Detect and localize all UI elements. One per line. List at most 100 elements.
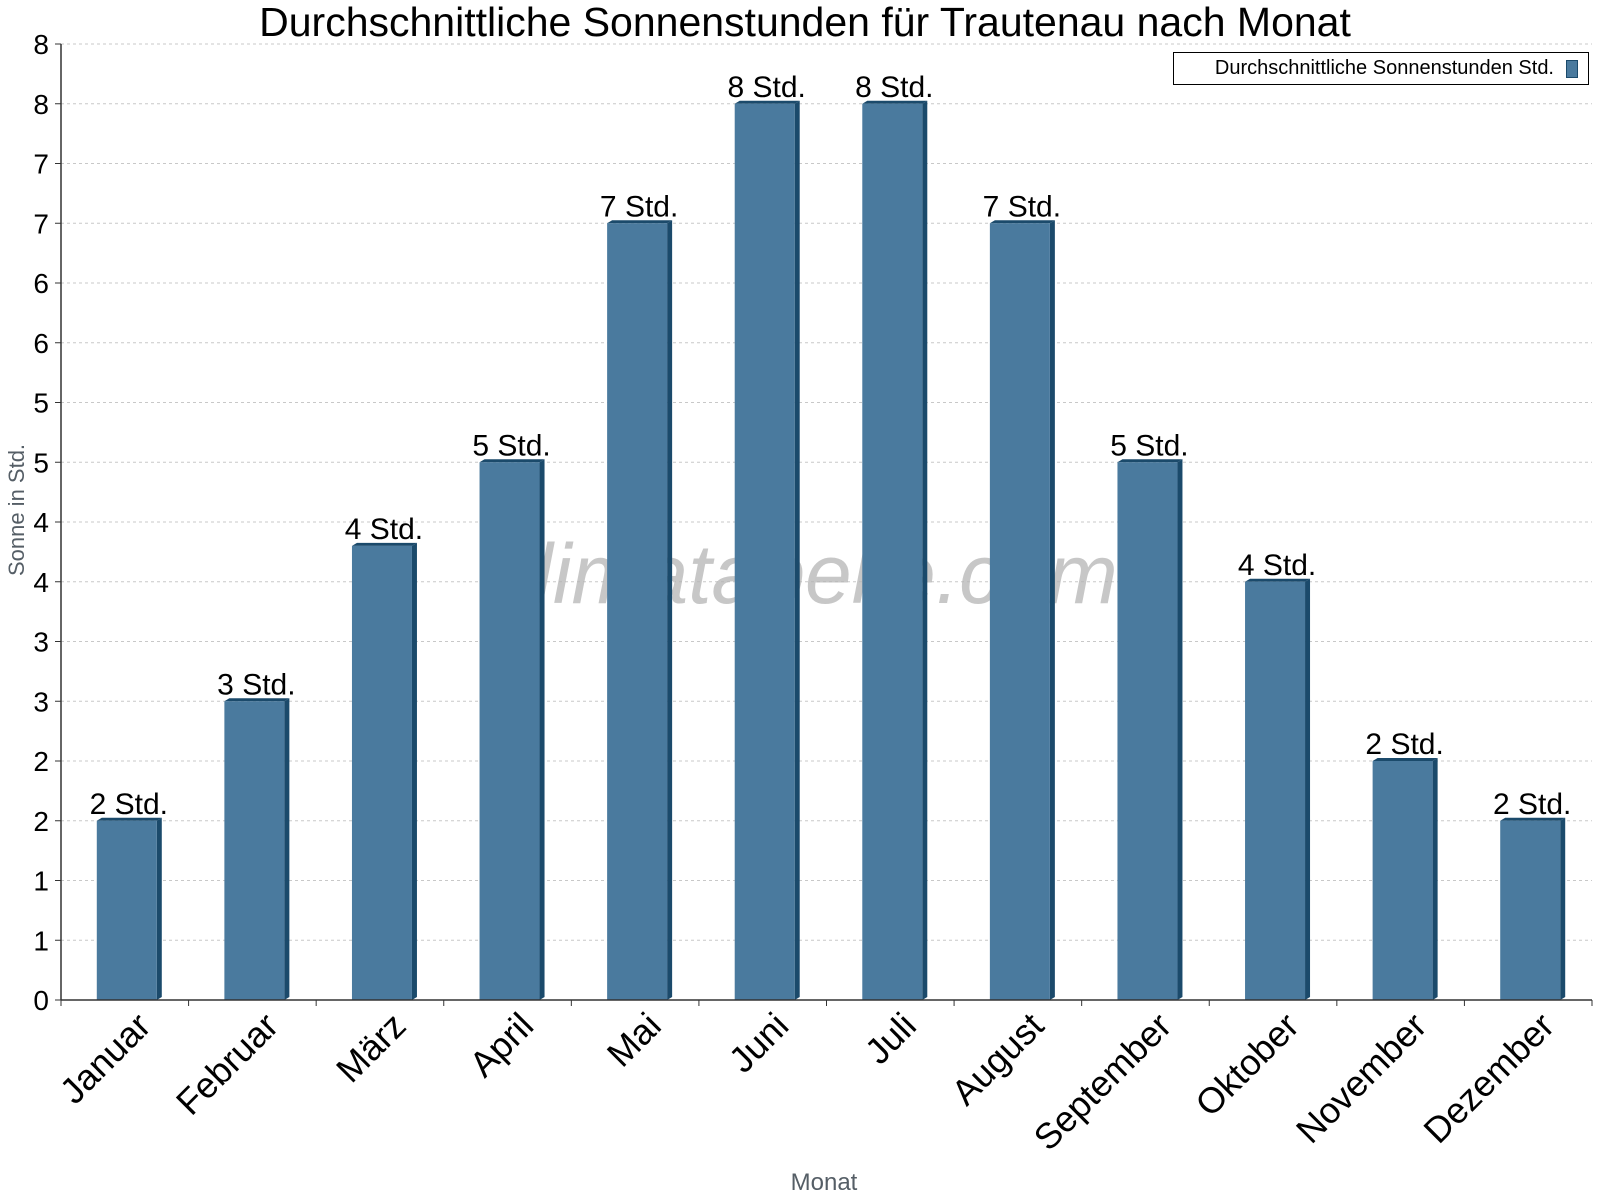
- legend-label: Durchschnittliche Sonnenstunden Std.: [1214, 57, 1554, 79]
- bar-side: [1560, 817, 1566, 1000]
- bar-side: [1177, 459, 1183, 1000]
- data-label: 2 Std.: [90, 788, 168, 821]
- bar-top: [607, 220, 673, 224]
- bar-side: [1049, 220, 1055, 1000]
- bar: [1372, 758, 1438, 1000]
- x-tick-label: Januar: [52, 1005, 159, 1112]
- bar-top: [1372, 758, 1438, 761]
- x-tick-label: April: [461, 1005, 541, 1085]
- y-tick-label: 6: [33, 268, 49, 299]
- y-tick-label: 2: [33, 806, 49, 837]
- bar-side: [284, 698, 290, 1000]
- x-tick-label: März: [328, 1005, 414, 1091]
- bar: [96, 817, 162, 1000]
- y-tick-label: 3: [33, 686, 49, 717]
- data-label: 3 Std.: [217, 668, 295, 701]
- y-tick-label: 5: [33, 388, 49, 419]
- bar-side: [156, 817, 162, 1000]
- bars: [96, 100, 1566, 1000]
- bar: [1117, 459, 1183, 1000]
- data-label: 8 Std.: [855, 71, 933, 104]
- x-tick-labels: Januar Februar März April Mai Juni Juli AugustS…: [52, 1005, 1562, 1159]
- y-tick-labels: 0 1 1 2 2 3 3 4 4 5 5 6 6 7 7 8 8: [33, 29, 49, 1016]
- y-tick-label: 1: [33, 925, 49, 956]
- bar-front: [351, 545, 412, 1000]
- data-label: 7 Std.: [600, 190, 678, 223]
- bar: [862, 100, 928, 1000]
- legend-swatch: [1566, 59, 1578, 78]
- bar-front: [1245, 581, 1306, 1000]
- y-tick-label: 8: [33, 29, 49, 60]
- bar-top: [1500, 817, 1566, 821]
- data-label: 5 Std.: [1110, 429, 1188, 462]
- axes: [55, 43, 1593, 1006]
- bar-front: [607, 223, 668, 1000]
- data-label: 7 Std.: [983, 190, 1061, 223]
- bar: [607, 220, 673, 1000]
- bar: [1500, 817, 1566, 1000]
- bar-top: [862, 100, 928, 104]
- y-tick-label: 1: [33, 866, 49, 897]
- bar: [479, 459, 545, 1000]
- bar-front: [479, 462, 540, 1000]
- y-tick-label: 7: [33, 149, 49, 180]
- x-tick-label: Juli: [857, 1005, 924, 1072]
- bar-front: [96, 820, 157, 1000]
- grid-lines: [61, 43, 1592, 941]
- bar-top: [224, 698, 290, 702]
- data-label: 2 Std.: [1493, 788, 1571, 821]
- bar-side: [1432, 758, 1438, 1000]
- y-tick-label: 0: [33, 985, 49, 1016]
- y-tick-label: 4: [33, 567, 49, 598]
- x-tick-label: Mai: [599, 1005, 669, 1075]
- bar-side: [667, 220, 673, 1000]
- y-tick-label: 8: [33, 89, 49, 120]
- bar-side: [794, 100, 800, 1000]
- bar: [989, 220, 1055, 1000]
- x-tick-label: Juni: [721, 1005, 797, 1081]
- bar-top: [1245, 578, 1311, 582]
- bar-side: [1305, 578, 1311, 1000]
- bar-side: [411, 542, 417, 1000]
- legend: Durchschnittliche Sonnenstunden Std.: [1173, 52, 1589, 85]
- y-tick-label: 2: [33, 746, 49, 777]
- x-tick-label: September: [1026, 1005, 1180, 1159]
- data-labels: 2 Std. 3 Std. 4 Std. 5 Std. 7 Std. 8 Std. 8 St…: [90, 71, 1572, 821]
- bar-top: [734, 100, 800, 104]
- y-axis-title: Sonne in Std.: [4, 444, 29, 576]
- bar-front: [224, 701, 285, 1000]
- x-tick-label: November: [1288, 1005, 1434, 1151]
- bar-top: [351, 542, 417, 546]
- bar-front: [989, 223, 1050, 1000]
- bar-front: [1117, 462, 1178, 1000]
- x-tick-label: Oktober: [1187, 1005, 1307, 1125]
- bar-front: [734, 103, 795, 1000]
- x-tick-label: August: [943, 1005, 1051, 1113]
- data-label: 5 Std.: [472, 429, 550, 462]
- bar-front: [1500, 820, 1561, 1000]
- y-tick-label: 4: [33, 507, 49, 538]
- x-axis-title: Monat: [791, 1169, 858, 1196]
- data-label: 2 Std.: [1365, 728, 1443, 761]
- bar-front: [862, 103, 923, 1000]
- bar: [224, 698, 290, 1000]
- chart-title: Durchschnittliche Sonnenstunden für Trau…: [259, 0, 1351, 45]
- x-tick-label: Dezember: [1415, 1005, 1561, 1151]
- data-label: 8 Std.: [728, 71, 806, 104]
- y-tick-label: 3: [33, 627, 49, 658]
- y-tick-label: 7: [33, 208, 49, 239]
- bar: [351, 542, 417, 1000]
- y-tick-label: 5: [33, 447, 49, 478]
- x-tick-label: Februar: [168, 1005, 286, 1123]
- bar-side: [922, 100, 928, 1000]
- bar-front: [1372, 761, 1433, 1000]
- bar-side: [539, 459, 545, 1000]
- y-tick-label: 6: [33, 328, 49, 359]
- data-label: 4 Std.: [345, 513, 423, 546]
- data-label: 4 Std.: [1238, 549, 1316, 582]
- bar-top: [479, 459, 545, 463]
- bar-top: [1117, 459, 1183, 463]
- bar: [1245, 578, 1311, 1000]
- bar: [734, 100, 800, 1000]
